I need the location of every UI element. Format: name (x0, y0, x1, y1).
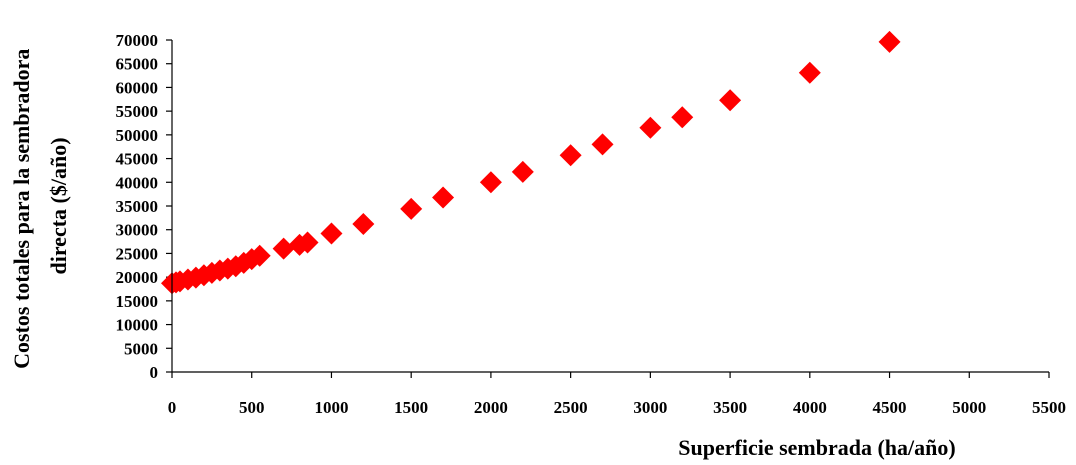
y-tick-label: 45000 (116, 150, 159, 169)
x-tick-label: 5500 (1032, 398, 1066, 417)
y-axis-title-line-1: Costos totales para la sembradora (9, 49, 34, 369)
y-axis-title-line-2: directa ($/año) (46, 137, 71, 274)
x-axis-ticks: 0 500 1000 1500 2000 2500 3000 3500 4000 4500 5000… (168, 372, 1066, 417)
y-tick-label: 65000 (116, 55, 159, 74)
data-point-marker (639, 116, 662, 139)
data-point-marker (272, 237, 295, 260)
x-tick-label: 500 (239, 398, 265, 417)
x-tick-label: 4000 (793, 398, 827, 417)
y-tick-label: 40000 (116, 173, 159, 192)
data-point-marker (719, 89, 742, 112)
y-tick-label: 70000 (116, 31, 159, 50)
y-tick-label: 25000 (116, 244, 159, 263)
y-tick-label: 50000 (116, 126, 159, 145)
data-point-marker (559, 144, 582, 167)
y-tick-label: 5000 (124, 339, 158, 358)
data-point-marker (511, 160, 534, 183)
y-tick-label: 10000 (116, 316, 159, 335)
data-point-marker (479, 171, 502, 194)
y-axis-ticks: 0 5000 10000 15000 20000 25000 30000 35000 40000… (116, 31, 172, 382)
x-tick-label: 4500 (873, 398, 907, 417)
y-axis-title: Costos totales para la sembradora direct… (9, 43, 71, 369)
x-tick-label: 3500 (713, 398, 747, 417)
y-tick-label: 0 (150, 363, 159, 382)
data-point-marker (352, 213, 375, 236)
y-tick-label: 35000 (116, 197, 159, 216)
data-point-marker (591, 133, 614, 156)
x-axis-title: Superficie sembrada (ha/año) (678, 435, 955, 460)
y-tick-label: 30000 (116, 221, 159, 240)
x-tick-label: 1500 (394, 398, 428, 417)
data-point-marker (432, 186, 455, 209)
data-point-marker (798, 61, 821, 84)
data-points (161, 30, 901, 295)
data-point-marker (248, 244, 271, 267)
data-point-marker (320, 222, 343, 245)
y-tick-label: 55000 (116, 102, 159, 121)
x-tick-label: 2000 (474, 398, 508, 417)
y-tick-label: 60000 (116, 78, 159, 97)
x-tick-label: 3000 (633, 398, 667, 417)
data-point-marker (878, 30, 901, 53)
x-tick-label: 1000 (314, 398, 348, 417)
data-point-marker (400, 197, 423, 220)
y-tick-label: 15000 (116, 292, 159, 311)
x-tick-label: 5000 (952, 398, 986, 417)
data-point-marker (232, 251, 255, 274)
data-point-marker (296, 231, 319, 254)
x-tick-label: 2500 (554, 398, 588, 417)
y-tick-label: 20000 (116, 268, 159, 287)
x-tick-label: 0 (168, 398, 177, 417)
data-point-marker (671, 106, 694, 129)
